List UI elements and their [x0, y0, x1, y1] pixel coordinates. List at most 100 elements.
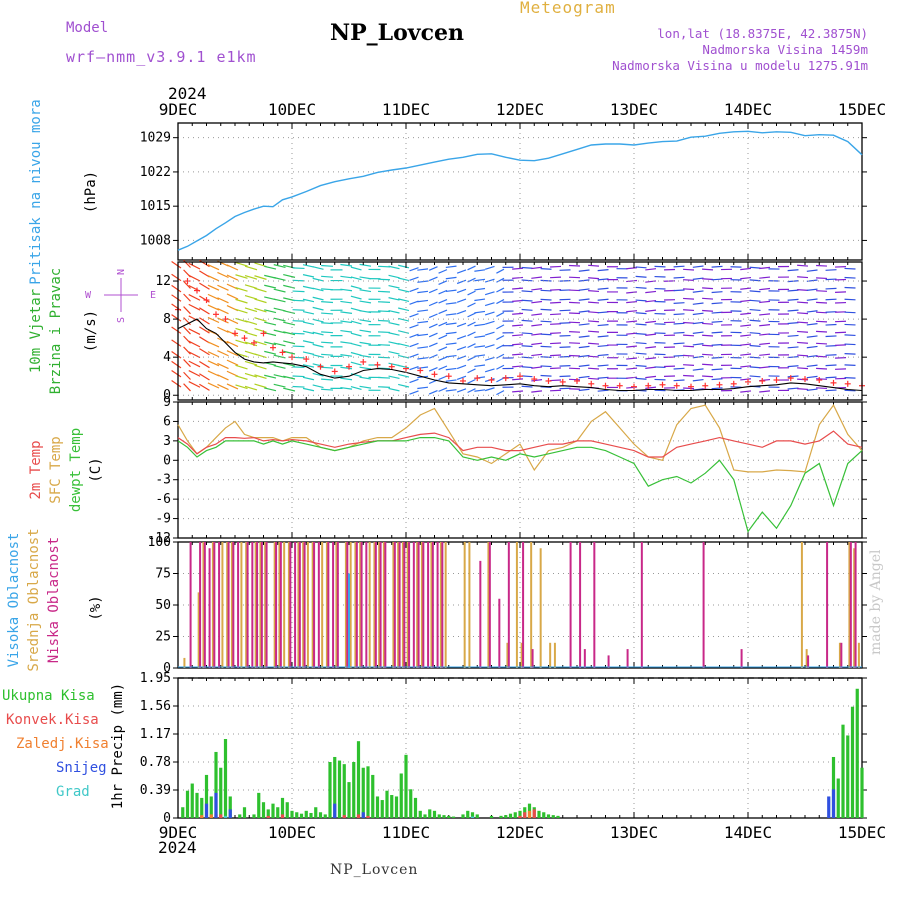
wind-vector	[540, 356, 552, 358]
mid-cloud-axis-label: Srednja Oblacnost	[26, 528, 42, 671]
wind-vector	[456, 388, 467, 393]
wind-vector	[456, 269, 467, 274]
wind-vector	[188, 340, 201, 348]
wind-vector	[512, 312, 524, 315]
wind-vector	[409, 390, 419, 395]
wind-vector	[521, 290, 533, 293]
wind-vector	[388, 265, 400, 270]
wind-vector	[626, 332, 638, 335]
wind-vector	[409, 365, 419, 371]
wind-vector	[484, 291, 495, 296]
wind-vector	[645, 366, 657, 369]
wind-vector	[797, 301, 809, 304]
wind-vector	[683, 279, 695, 281]
wind-vector	[207, 293, 220, 300]
wind-vector	[321, 388, 334, 391]
wind-vector	[283, 310, 296, 315]
wind-vector	[474, 335, 486, 339]
wind-vector	[171, 326, 182, 334]
wind-vector	[254, 383, 267, 389]
wind-vector	[521, 279, 533, 282]
wind-vector	[302, 285, 315, 290]
wind-vector	[673, 322, 685, 325]
wind-vector	[496, 364, 505, 370]
wind-vector	[417, 290, 429, 294]
wind-vector	[235, 274, 248, 279]
wind-vector	[484, 311, 495, 316]
wind-vector	[217, 350, 229, 357]
wind-vector	[692, 265, 704, 268]
wind-vector	[825, 376, 837, 379]
wind-vector	[398, 343, 410, 347]
precip-bar-total_precip	[423, 814, 427, 818]
wind-vector	[428, 313, 438, 319]
wind-vector	[512, 299, 524, 302]
wind-vector	[531, 353, 543, 357]
y-tick-label: 8	[163, 312, 171, 327]
precip-legend-4: Grad	[56, 784, 90, 800]
wind-vector	[759, 287, 771, 291]
wind-vector	[244, 274, 258, 280]
wind-vector	[235, 375, 248, 380]
wind-vector	[409, 324, 419, 329]
wind-vector	[171, 314, 182, 322]
wind-vector	[816, 311, 828, 314]
wind-vector	[244, 360, 258, 366]
wind-vector	[445, 289, 457, 293]
wind-vector	[484, 331, 495, 336]
precip-bar-conv_precip	[532, 809, 536, 818]
wind-vector	[417, 386, 429, 390]
wind-vector	[264, 387, 277, 392]
wind-vector	[302, 298, 315, 303]
wind-vector	[749, 356, 761, 359]
wind-vector	[550, 265, 562, 268]
compass-north: N	[116, 269, 127, 275]
wind-vector	[759, 266, 771, 270]
x-day-label-bottom: 9DEC	[159, 823, 198, 842]
wind-vector	[588, 290, 600, 293]
wind-vector	[484, 278, 495, 283]
precip-bar-total_precip	[836, 778, 840, 818]
precip-bar-total_precip	[337, 760, 342, 818]
wind-vector	[683, 374, 695, 377]
wind-vector	[816, 290, 828, 292]
wind-vector	[340, 354, 353, 357]
wind-vector	[438, 309, 448, 315]
wind-vector	[673, 276, 685, 279]
wind-vector	[226, 350, 239, 357]
wind-vector	[312, 372, 324, 377]
precip-bar-total_precip	[508, 813, 513, 818]
wind-vector	[578, 388, 590, 392]
precip-bar-total_precip	[238, 814, 242, 818]
temp2m-line	[177, 430, 863, 458]
wind-vector	[711, 291, 723, 294]
wind-vector	[635, 352, 647, 355]
wind-vector	[816, 301, 828, 304]
wind-vector	[702, 297, 714, 300]
wind-vector	[199, 383, 210, 391]
wind-vector	[740, 390, 752, 393]
precip-bar-conv_precip	[523, 812, 527, 818]
wind-axis-label: 10m Vjetar	[28, 289, 44, 373]
wind-vector	[825, 344, 837, 347]
wind-vector	[217, 271, 229, 279]
wind-vector	[683, 354, 695, 357]
wind-vector	[816, 330, 828, 333]
wind-vector	[521, 366, 533, 369]
wind-vector	[740, 287, 752, 290]
wind-vector	[825, 335, 837, 338]
model-name: wrf–nmm_v3.9.1 e1km	[66, 48, 257, 66]
high-cloud-axis-label: Visoka Oblacnost	[6, 533, 22, 668]
wind-vector	[569, 367, 581, 370]
wind-vector	[398, 264, 410, 269]
wind-vector	[388, 375, 400, 380]
wind-vector	[467, 302, 476, 308]
wind-vector	[445, 302, 457, 305]
wind-vector	[749, 375, 761, 378]
wind-vector	[540, 298, 552, 301]
wind-vector	[207, 351, 220, 358]
wind-vector	[597, 344, 609, 348]
low-cloud-axis-label: Niska Oblacnost	[46, 537, 62, 663]
wind-vector	[340, 366, 353, 370]
wind-vector	[521, 299, 533, 302]
